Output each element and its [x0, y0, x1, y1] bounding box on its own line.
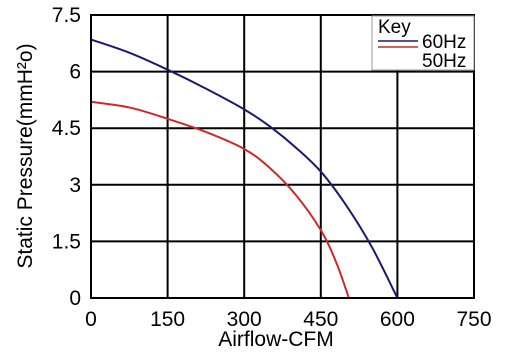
- x-tick-label: 450: [303, 308, 338, 331]
- x-tick-label: 150: [150, 308, 185, 331]
- x-axis-label: Airflow-CFM: [218, 328, 334, 351]
- series-line-50hz: [90, 100, 350, 299]
- legend: Key 60Hz 50Hz: [371, 15, 475, 72]
- legend-box: [371, 15, 475, 71]
- x-tick-label: 0: [85, 308, 97, 331]
- x-tick-label: 750: [456, 308, 491, 331]
- plot-frame: [90, 14, 475, 299]
- y-tick-label: 6: [69, 61, 81, 84]
- legend-title: Key: [378, 17, 411, 38]
- curves: [90, 38, 399, 299]
- x-tick-label: 300: [227, 308, 262, 331]
- y-tick-label: 1.5: [52, 230, 81, 253]
- legend-label-60hz: 60Hz: [422, 32, 466, 53]
- y-axis-label: Static Pressure(mmH²o): [14, 43, 37, 268]
- series-line-60hz: [90, 38, 399, 299]
- y-tick-label: 4.5: [52, 117, 81, 140]
- x-tick-labels: 0 150 300 450 600 750: [85, 308, 491, 331]
- y-tick-label: 7.5: [52, 4, 81, 27]
- x-tick-label: 600: [380, 308, 415, 331]
- y-tick-label: 0: [69, 287, 81, 310]
- y-tick-label: 3: [69, 174, 81, 197]
- y-tick-labels: 0 1.5 3 4.5 6 7.5: [52, 4, 81, 310]
- legend-label-50hz: 50Hz: [422, 51, 466, 72]
